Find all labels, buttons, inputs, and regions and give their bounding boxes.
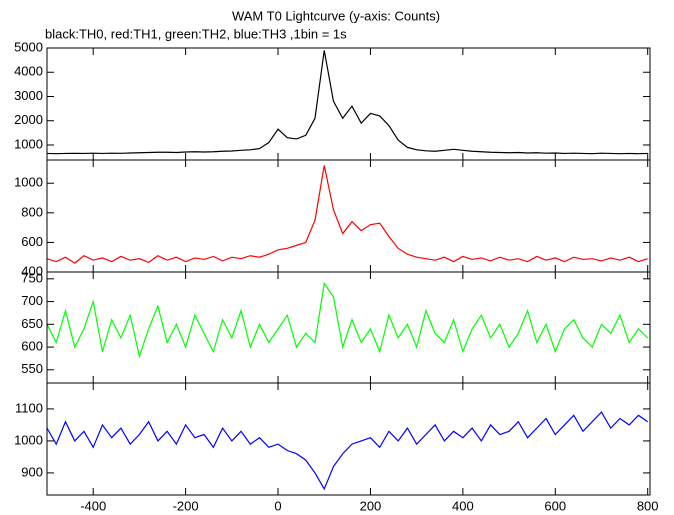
x-tick-label: -200 [173, 498, 199, 513]
y-tick-label: 2000 [14, 112, 43, 127]
x-tick-label: 200 [360, 498, 382, 513]
x-tick-label: 600 [544, 498, 566, 513]
y-tick-label: 900 [21, 464, 43, 479]
y-tick-label: 700 [21, 293, 43, 308]
y-tick-label: 1100 [15, 400, 43, 415]
panel-frame [46, 271, 651, 384]
panel-frame [46, 47, 651, 161]
chart-title: WAM T0 Lightcurve (y-axis: Counts) [232, 8, 440, 23]
y-tick-label: 1000 [14, 432, 43, 447]
y-tick-label: 1000 [14, 175, 43, 190]
x-tick-label: 400 [452, 498, 474, 513]
y-tick-label: 750 [21, 270, 43, 285]
x-tick-label: -400 [80, 498, 106, 513]
y-tick-label: 1000 [14, 136, 43, 151]
lightcurve [46, 411, 649, 491]
lightcurve [46, 281, 649, 359]
y-tick-label: 550 [21, 361, 43, 376]
y-tick-label: 600 [21, 338, 43, 353]
y-tick-label: 650 [21, 316, 43, 331]
lightcurve [46, 165, 648, 264]
y-tick-label: 3000 [14, 88, 43, 103]
y-tick-label: 800 [21, 204, 43, 219]
y-tick-label: 4000 [14, 64, 43, 79]
lightcurve [46, 50, 648, 155]
x-tick-label: 800 [637, 498, 659, 513]
y-tick-label: 600 [21, 234, 43, 249]
panel-frame [46, 382, 651, 496]
panel-frame [46, 159, 651, 273]
chart-subtitle: black:TH0, red:TH1, green:TH2, blue:TH3 … [45, 26, 347, 41]
x-tick-label: 0 [274, 498, 281, 513]
y-tick-label: 400 [21, 263, 43, 278]
y-tick-label: 5000 [14, 39, 43, 54]
